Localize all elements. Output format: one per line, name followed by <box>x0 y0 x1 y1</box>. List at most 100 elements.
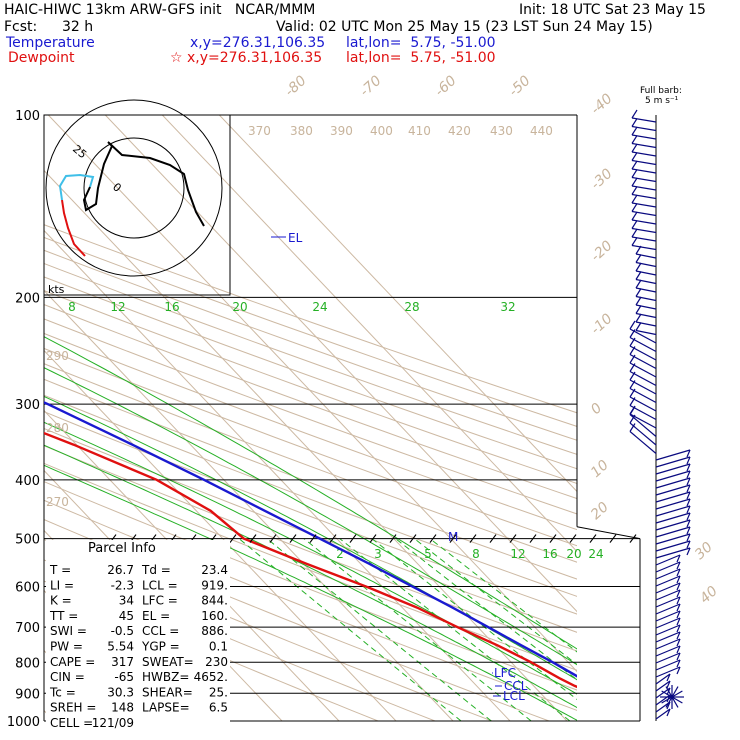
wind-barb-staff <box>655 708 671 720</box>
dry-adiabat-line <box>44 290 577 485</box>
hatch-mark <box>329 534 337 543</box>
parcel-value: 160. <box>201 609 228 623</box>
mixing-ratio-line <box>266 538 492 721</box>
wind-barb-flag <box>686 449 691 458</box>
hatch-mark <box>589 534 597 543</box>
parcel-value: 844. <box>201 594 228 608</box>
wind-barb-staff <box>655 568 681 580</box>
dewpoint-profile <box>44 431 577 689</box>
wind-barb-staff <box>655 561 681 573</box>
wind-barb-staff <box>655 652 681 664</box>
wind-barb-flag <box>686 477 691 486</box>
forecast-hours: 32 h <box>62 19 94 35</box>
wind-barb-flag <box>629 354 636 364</box>
isotherm-label: 40 <box>697 583 721 607</box>
wind-barb-cluster <box>665 696 673 708</box>
parcel-key: TT = <box>49 609 78 623</box>
parcel-value: 317 <box>111 655 134 669</box>
wind-barb-staff <box>655 575 681 587</box>
wind-barb-staff <box>631 168 657 174</box>
wind-barb-staff <box>635 287 657 293</box>
wind-barb-staff <box>631 159 657 166</box>
wind-barb-flag <box>676 659 681 668</box>
theta-label: 390 <box>330 124 353 138</box>
parcel-key: CIN = <box>50 670 85 684</box>
barb-legend-line1: Full barb: <box>640 86 682 96</box>
wind-barb-flag <box>629 406 636 415</box>
parcel-key: SREH = <box>50 701 96 715</box>
hodograph-frame <box>43 114 231 296</box>
hatch-mark <box>549 534 557 543</box>
mixing-ratio-line <box>395 538 577 681</box>
parcel-value: 30.3 <box>107 685 134 699</box>
theta-label: 370 <box>248 124 271 138</box>
dry-adiabat-line <box>44 276 577 470</box>
forecast-label: Fcst: <box>4 19 38 35</box>
parcel-value: 23.4 <box>201 563 228 577</box>
wind-barb-staff <box>655 540 691 552</box>
wind-barb-staff <box>655 498 691 510</box>
parcel-key: LFC = <box>142 594 178 608</box>
wind-barb-flag <box>629 337 636 347</box>
temperature-latlon: lat,lon= 5.75, -51.00 <box>346 35 496 51</box>
wind-barb-staff <box>631 227 657 234</box>
level-marker-lcl-label: LCL <box>503 689 525 703</box>
wind-barb-staff <box>655 449 691 461</box>
hatch-mark <box>449 534 457 543</box>
pressure-tick-label: 900 <box>15 687 40 702</box>
wind-barb-staff <box>655 638 681 650</box>
wind-barb-flag <box>629 388 636 398</box>
isotherm-label: -10 <box>588 311 616 338</box>
wind-barb-flag <box>676 575 681 584</box>
wind-barb-flag <box>629 397 636 406</box>
wind-barb-staff <box>655 596 681 608</box>
hatch-mark <box>569 534 577 543</box>
wind-barb-staff <box>655 610 681 622</box>
wind-barb-flag <box>666 708 671 717</box>
wind-barb-staff <box>631 236 657 242</box>
dry-adiabat-line <box>44 445 577 652</box>
wind-barb-cluster <box>671 696 683 704</box>
wind-barb-staff <box>631 134 657 140</box>
wind-barb-flag <box>676 554 681 563</box>
wind-barb-cluster <box>671 686 679 698</box>
dry-adiabat-line <box>44 318 577 515</box>
parcel-value: 5.54 <box>107 640 134 654</box>
mixing-ratio-lower-label: 24 <box>588 547 603 561</box>
mixing-ratio-upper-label: 12 <box>110 300 125 314</box>
mixing-ratio-lower-label: 20 <box>566 547 581 561</box>
wind-barb-staff <box>655 582 681 594</box>
parcel-info-title: Parcel Info <box>88 541 156 556</box>
mixing-ratio-upper-label: 28 <box>404 300 419 314</box>
wind-barb-flag <box>635 279 642 289</box>
hatch-mark <box>429 534 437 543</box>
wind-barb-flag <box>686 519 691 528</box>
wind-barb-staff <box>655 463 691 475</box>
pressure-tick-label: 300 <box>15 398 40 413</box>
parcel-value: 121/09 <box>92 716 134 730</box>
hodograph-outer-ring <box>45 99 223 277</box>
wind-barb-staff <box>655 470 691 482</box>
parcel-key: LCL = <box>142 578 178 592</box>
wind-barb-staff <box>655 603 681 615</box>
wind-barb-flag <box>676 631 681 640</box>
wind-barb-flag <box>676 617 681 626</box>
wind-barb-flag <box>629 423 636 432</box>
theta-label: 430 <box>490 124 513 138</box>
wind-barb-flag <box>635 288 642 297</box>
wind-barb-flag <box>631 160 638 170</box>
wind-barb-flag <box>631 126 638 136</box>
wind-barb-staff <box>655 645 681 657</box>
hodograph-trace-low <box>61 199 86 257</box>
wind-barb-staff <box>635 270 657 276</box>
pressure-tick-label: 800 <box>15 656 40 671</box>
wind-barb-flag <box>631 152 638 161</box>
level-marker-ccl-label: CCL <box>504 679 528 693</box>
wind-barb-staff <box>631 125 657 132</box>
temperature-profile <box>44 401 577 678</box>
wind-barb-staff <box>655 512 691 524</box>
isotherm-line <box>218 115 577 493</box>
wind-barb-staff <box>629 414 657 437</box>
pressure-tick-label: 100 <box>15 109 40 124</box>
parcel-key: EL = <box>142 609 170 623</box>
